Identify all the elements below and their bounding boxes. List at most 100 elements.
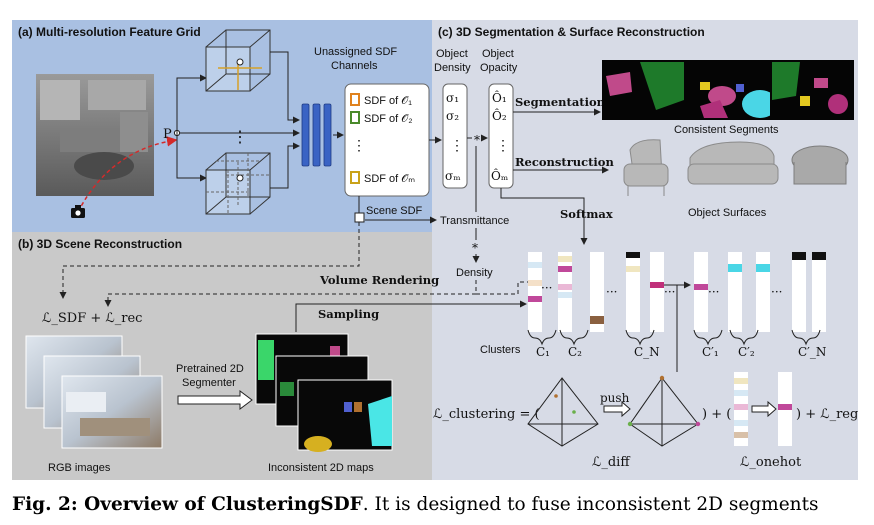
consistent-segment-image-3 [770,60,854,120]
segmenter-arrow [177,390,253,410]
channel-2-swatch [350,111,360,124]
cluster-ellipsis-2: ··· [606,285,617,299]
onehot-label: ℒ_onehot [740,455,802,470]
ottoman-surface [791,145,849,185]
scene-sdf-box [354,212,365,223]
point-label: P [163,127,172,142]
dashed-scene-sdf-loss [59,222,360,299]
camera-ray [77,136,178,213]
push-label: push [600,391,630,405]
armchair-surface [623,139,669,196]
rgb-image-stack [25,335,163,449]
cluster-c2-prime: C′₂ [738,345,755,359]
panel-b-title: (b) 3D Scene Reconstruction [18,237,182,251]
pretrained-label-1: Pretrained 2D [176,363,244,375]
cluster-c1: C₁ [536,345,550,359]
consistent-segment-image-1 [602,60,686,120]
channels-title-line-1: Unassigned SDF [314,46,397,58]
channel-dots: ⋮ [352,138,366,154]
clustering-loss-label: ℒ_clustering = ( [433,407,540,422]
density-dashed-to-loss [104,280,477,307]
ohat-2: Ô₂ [492,107,507,123]
diff-pyramid-after [627,375,701,447]
onehot-after-column [778,372,792,446]
cluster-ellipsis-1: ··· [541,281,552,295]
ohat-1: Ô₁ [492,89,507,105]
panel-a-title: (a) Multi-resolution Feature Grid [18,25,201,39]
sigma-2: σ₂ [446,109,459,123]
cluster-prime-ellipsis-1: ··· [708,285,719,299]
arrow-p-bottom-cube [176,133,207,182]
channels-title-line-2: Channels [331,60,378,72]
onehot-before-column [734,372,748,446]
opacity-title-line-1: Object [482,48,514,60]
mlp-network [301,103,332,167]
sampling-arrow [295,300,527,332]
ohat-dots: ⋮ [496,138,510,154]
arrow-bottom-cube-mlp [270,142,300,189]
inconsistent-maps-label: Inconsistent 2D maps [268,462,374,474]
opacity-title-line-2: Opacity [480,62,518,74]
object-surfaces-label: Object Surfaces [688,207,767,219]
volume-rendering-label: Volume Rendering [319,273,439,287]
loss-end: ) + ℒ_reg [796,407,858,422]
rgb-images-label: RGB images [48,462,111,474]
density-to-clusters [476,281,528,295]
reconstruction-label: Reconstruction [515,155,614,169]
channel-m-label: SDF of 𝒪ₘ [364,173,415,185]
onehot-arrow [751,400,777,418]
star-heads: * [474,133,480,147]
cluster-c1-prime: C′₁ [702,345,719,359]
channel-1-label: SDF of 𝒪₁ [364,95,412,107]
softmax-label: Softmax [560,207,613,221]
figure-caption: Fig. 2: Overview of ClusteringSDF. It is… [12,494,872,522]
ohat-m: Ôₘ [491,167,508,183]
diff-label: ℒ_diff [592,455,631,470]
segmentation-label: Segmentation [515,95,606,109]
caption-rest: . It is designed to fuse inconsistent 2D… [362,494,819,515]
cluster-prime-ellipsis-2: ··· [771,285,782,299]
star-density: * [472,241,478,255]
density-column [442,83,468,189]
scene-sdf-label: Scene SDF [366,205,423,217]
room-image [36,74,154,196]
fine-grid-cube [205,152,271,215]
cluster-columns-left [528,252,664,332]
sigma-dots: ⋮ [450,138,464,154]
consistent-segment-image-2 [686,60,778,120]
sofa-surface [687,141,779,185]
arrow-softmax [500,188,588,245]
camera-icon [71,205,85,218]
loss-mid: ) + ( [702,407,731,422]
pretrained-label-2: Segmenter [182,377,236,389]
arrow-top-cube-mlp [270,51,300,124]
channel-1-swatch [350,93,360,106]
inconsistent-maps-stack [255,333,393,452]
transmittance-label: Transmittance [440,215,509,227]
recon-loss-label: ℒ_SDF + ℒ_rec [42,311,142,326]
cluster-cn-prime: C′_N [798,345,826,359]
density-title-line-2: Density [434,62,471,74]
consistent-segments-label: Consistent Segments [674,124,779,136]
density-label: Density [456,267,493,279]
clusters-label: Clusters [480,344,521,356]
cluster-ellipsis-3: ··· [664,285,675,299]
density-title-line-1: Object [436,48,468,60]
coarse-grid-cube [205,29,271,92]
cluster-columns-right [694,252,826,332]
channel-2-label: SDF of 𝒪₂ [364,113,413,125]
sigma-1: σ₁ [446,91,459,105]
arrow-p-top-cube [176,74,207,133]
push-arrow [603,400,631,418]
cluster-brackets [527,329,821,346]
cluster-c2: C₂ [568,345,582,359]
cluster-cn: C_N [634,345,660,359]
diff-pyramid-before [527,377,599,447]
sigma-m: σₘ [445,169,461,183]
sampling-label: Sampling [318,307,379,321]
caption-bold: Fig. 2: Overview of ClusteringSDF [12,494,363,515]
grid-dots: ⋮ [232,127,248,146]
panel-c-title: (c) 3D Segmentation & Surface Reconstruc… [438,25,705,39]
channel-m-swatch [350,171,360,184]
